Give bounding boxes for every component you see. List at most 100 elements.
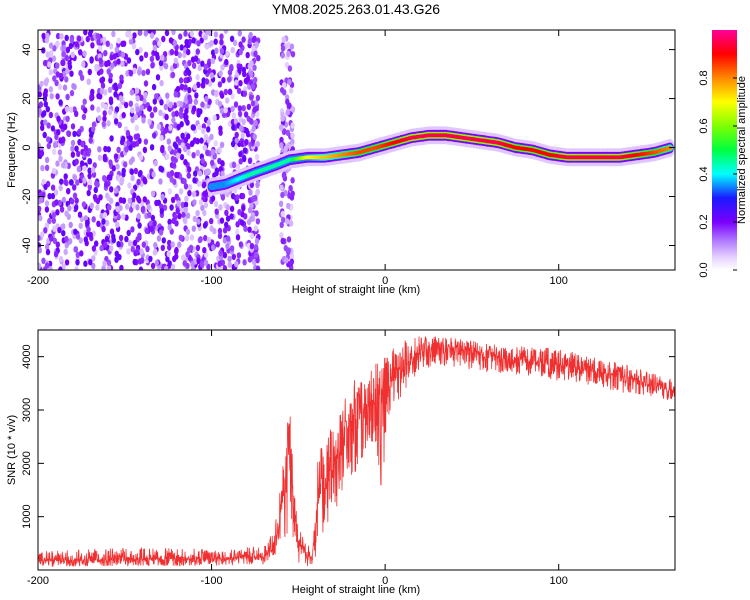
spectrogram-noise-cell — [116, 146, 121, 153]
spectrogram-noise-cell — [218, 70, 223, 77]
spectrogram-y-tick-label: -20 — [21, 189, 33, 205]
spectrogram-noise-cell — [175, 85, 181, 93]
spectrogram-noise-cell — [176, 123, 181, 131]
spectrogram-noise-cell — [192, 177, 197, 184]
spectrogram-noise-cell — [100, 82, 106, 89]
spectrogram-noise-cell — [210, 195, 216, 202]
spectrogram-noise-cell — [202, 144, 207, 151]
spectrogram-noise-cell — [198, 199, 204, 206]
spectrogram-noise-cell — [245, 131, 251, 138]
spectrogram-noise-cell — [203, 201, 209, 209]
spectrogram-noise-cell — [202, 190, 207, 197]
spectrogram-noise-cell — [192, 137, 198, 144]
spectrogram-noise-cell — [250, 83, 256, 90]
spectrogram-noise-cell — [289, 87, 294, 94]
spectrogram-x-tick-label: -200 — [27, 275, 49, 287]
spectrogram-noise-cell — [83, 260, 88, 267]
spectrogram-noise-cell — [137, 171, 143, 178]
spectrogram-noise-cell — [279, 221, 284, 229]
spectrogram-noise-cell — [72, 192, 78, 199]
spectrogram-noise-cell — [224, 50, 230, 58]
spectrogram-noise-cell — [193, 170, 198, 177]
spectrogram-noise-cell — [38, 214, 43, 222]
spectrogram-noise-cell — [158, 109, 163, 117]
spectrogram-noise-cell — [160, 244, 165, 252]
spectrogram-noise-cell — [177, 147, 182, 155]
spectrogram-noise-cell — [96, 220, 101, 227]
spectrogram-noise-cell — [284, 61, 290, 69]
spectrogram-noise-cell — [232, 39, 238, 47]
spectrogram-noise-cell — [118, 95, 124, 102]
spectrogram-noise-cell — [166, 250, 171, 258]
spectrogram-noise-cell — [185, 228, 191, 236]
spectrogram-noise-cell — [179, 153, 185, 161]
spectrogram-noise-cell — [252, 64, 257, 71]
spectrogram-y-tick-label: 0 — [21, 144, 33, 150]
spectrogram-noise-cell — [175, 152, 181, 159]
spectrogram-noise-cell — [161, 237, 166, 244]
spectrogram-noise-cell — [116, 241, 121, 248]
spectrogram-noise-cell — [135, 247, 140, 255]
spectrogram-noise-cell — [118, 103, 123, 110]
snr-y-tick-label: 2000 — [21, 451, 33, 475]
spectrogram-noise-cell — [42, 59, 48, 67]
spectrogram-noise-cell — [142, 196, 147, 203]
spectrogram-noise-cell — [182, 178, 187, 185]
colorbar-tick-label: 0.8 — [698, 70, 710, 85]
spectrogram-noise-cell — [247, 256, 253, 263]
spectrogram-noise-cell — [279, 142, 284, 149]
spectrogram-noise-cell — [242, 90, 248, 97]
spectrogram-noise-cell — [172, 141, 178, 148]
spectrogram-noise-cell — [68, 221, 73, 229]
spectrogram-noise-cell — [185, 212, 191, 219]
spectrogram-noise-cell — [82, 98, 87, 105]
spectrogram-noise-cell — [160, 125, 165, 133]
spectrogram-noise-cell — [200, 261, 205, 268]
spectrogram-noise-cell — [218, 165, 223, 173]
spectrogram-noise-cell — [243, 111, 249, 118]
spectrogram-y-label: Frequency (Hz) — [6, 112, 18, 188]
spectrogram-noise-cell — [244, 138, 249, 146]
spectrogram-noise-cell — [38, 101, 44, 108]
spectrogram-noise-cell — [192, 105, 197, 112]
spectrogram-noise-cell — [44, 200, 50, 207]
spectrogram-noise-cell — [188, 97, 193, 105]
spectrogram-noise-cell — [96, 106, 101, 113]
spectrogram-noise-cell — [180, 132, 185, 139]
spectrogram-noise-cell — [170, 263, 176, 270]
spectrogram-noise-cell — [104, 181, 109, 188]
spectrogram-noise-cell — [170, 71, 176, 79]
spectrogram-noise-cell — [44, 164, 50, 171]
spectrogram-noise-cell — [98, 194, 103, 201]
spectrogram-noise-cell — [158, 178, 163, 185]
spectrogram-noise-cell — [61, 223, 66, 230]
spectrogram-noise-cell — [185, 119, 190, 126]
spectrogram-noise-cell — [168, 37, 174, 44]
spectrogram-noise-cell — [78, 237, 84, 244]
spectrogram-noise-cell — [189, 30, 194, 38]
spectrogram-noise-cell — [46, 142, 51, 150]
spectrogram-noise-cell — [74, 158, 79, 165]
spectrogram-noise-cell — [77, 128, 82, 136]
spectrogram-noise-cell — [200, 101, 205, 108]
spectrogram-noise-cell — [204, 78, 210, 85]
spectrogram-noise-cell — [241, 105, 246, 112]
snr-x-tick-label: -100 — [201, 575, 223, 587]
spectrogram-noise-cell — [177, 51, 182, 59]
spectrogram-noise-cell — [164, 113, 169, 121]
spectrogram-noise-cell — [240, 192, 246, 200]
spectrogram-noise-cell — [62, 123, 68, 130]
spectrogram-noise-cell — [48, 42, 54, 49]
spectrogram-noise-cell — [178, 100, 184, 108]
spectrogram-noise-cell — [109, 228, 115, 235]
spectrogram-noise-cell — [217, 146, 222, 153]
spectrogram-noise-cell — [130, 174, 135, 182]
spectrogram-noise-cell — [106, 59, 111, 67]
spectrogram-noise-cell — [154, 259, 159, 267]
spectrogram-noise-cell — [233, 118, 239, 125]
spectrogram-noise-cell — [280, 210, 285, 218]
spectrogram-noise-cell — [99, 88, 105, 95]
spectrogram-noise-cell — [101, 225, 106, 233]
spectrogram-noise-cell — [213, 31, 219, 38]
spectrogram-noise-cell — [217, 260, 222, 268]
